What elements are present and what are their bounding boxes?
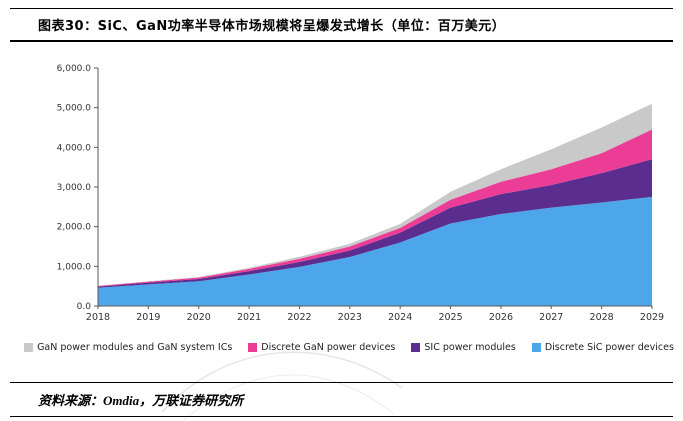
- chart-header: 图表30：SiC、GaN功率半导体市场规模将呈爆发式增长（单位：百万美元）: [10, 8, 673, 42]
- legend-label-gan-modules: GaN power modules and GaN system ICs: [37, 342, 233, 353]
- y-axis-label: 6,000.0: [57, 64, 92, 74]
- y-axis-label: 3,000.0: [57, 183, 92, 193]
- legend-swatch-discrete-gan: [248, 343, 258, 352]
- legend-swatch-gan-modules: [24, 343, 34, 352]
- x-axis-label: 2029: [640, 312, 664, 323]
- chart-title: 图表30：SiC、GaN功率半导体市场规模将呈爆发式增长（单位：百万美元）: [38, 19, 506, 34]
- x-axis-label: 2020: [187, 312, 211, 323]
- x-axis-label: 2028: [590, 312, 614, 323]
- x-axis-label: 2025: [438, 312, 462, 323]
- legend-swatch-discrete-sic: [531, 343, 541, 352]
- x-axis-label: 2027: [539, 312, 563, 323]
- x-axis-label: 2021: [237, 312, 261, 323]
- chart-box: 0.0 1,000.0 2,000.0 3,000.0 4,000.0 5,000.0 6,…: [24, 52, 674, 357]
- stacked-area-chart: 0.0 1,000.0 2,000.0 3,000.0 4,000.0 5,000.0 6,…: [57, 64, 664, 323]
- y-axis-label: 1,000.0: [57, 262, 92, 272]
- legend-swatch-sic-modules: [411, 343, 421, 352]
- x-axis-label: 2026: [489, 312, 513, 323]
- y-axis-label: 2,000.0: [57, 223, 92, 233]
- source-footer: 资料来源：Omdia，万联证券研究所: [10, 382, 673, 417]
- x-axis-label: 2018: [86, 312, 110, 323]
- x-axis-label: 2023: [338, 312, 362, 323]
- legend-item-gan-modules: GaN power modules and GaN system ICs: [24, 342, 232, 353]
- legend-item-discrete-sic: Discrete SiC power devices: [531, 342, 674, 353]
- y-axis-label: 0.0: [77, 302, 92, 312]
- x-axis-label: 2022: [287, 312, 311, 323]
- source-text: 资料来源：Omdia，万联证券研究所: [38, 393, 244, 408]
- chart-legend: GaN power modules and GaN system ICs Dis…: [24, 340, 674, 357]
- y-axis-label: 4,000.0: [57, 143, 92, 153]
- x-axis-label: 2019: [136, 312, 160, 323]
- x-axis-label: 2024: [388, 312, 412, 323]
- y-axis-label: 5,000.0: [57, 104, 92, 114]
- legend-item-sic-modules: SIC power modules: [411, 342, 516, 353]
- legend-item-discrete-gan: Discrete GaN power devices: [248, 342, 395, 353]
- legend-label-discrete-gan: Discrete GaN power devices: [261, 342, 396, 353]
- area-discrete-sic-power-devices: [98, 196, 652, 306]
- legend-label-sic-modules: SIC power modules: [424, 342, 516, 353]
- legend-label-discrete-sic: Discrete SiC power devices: [544, 342, 674, 353]
